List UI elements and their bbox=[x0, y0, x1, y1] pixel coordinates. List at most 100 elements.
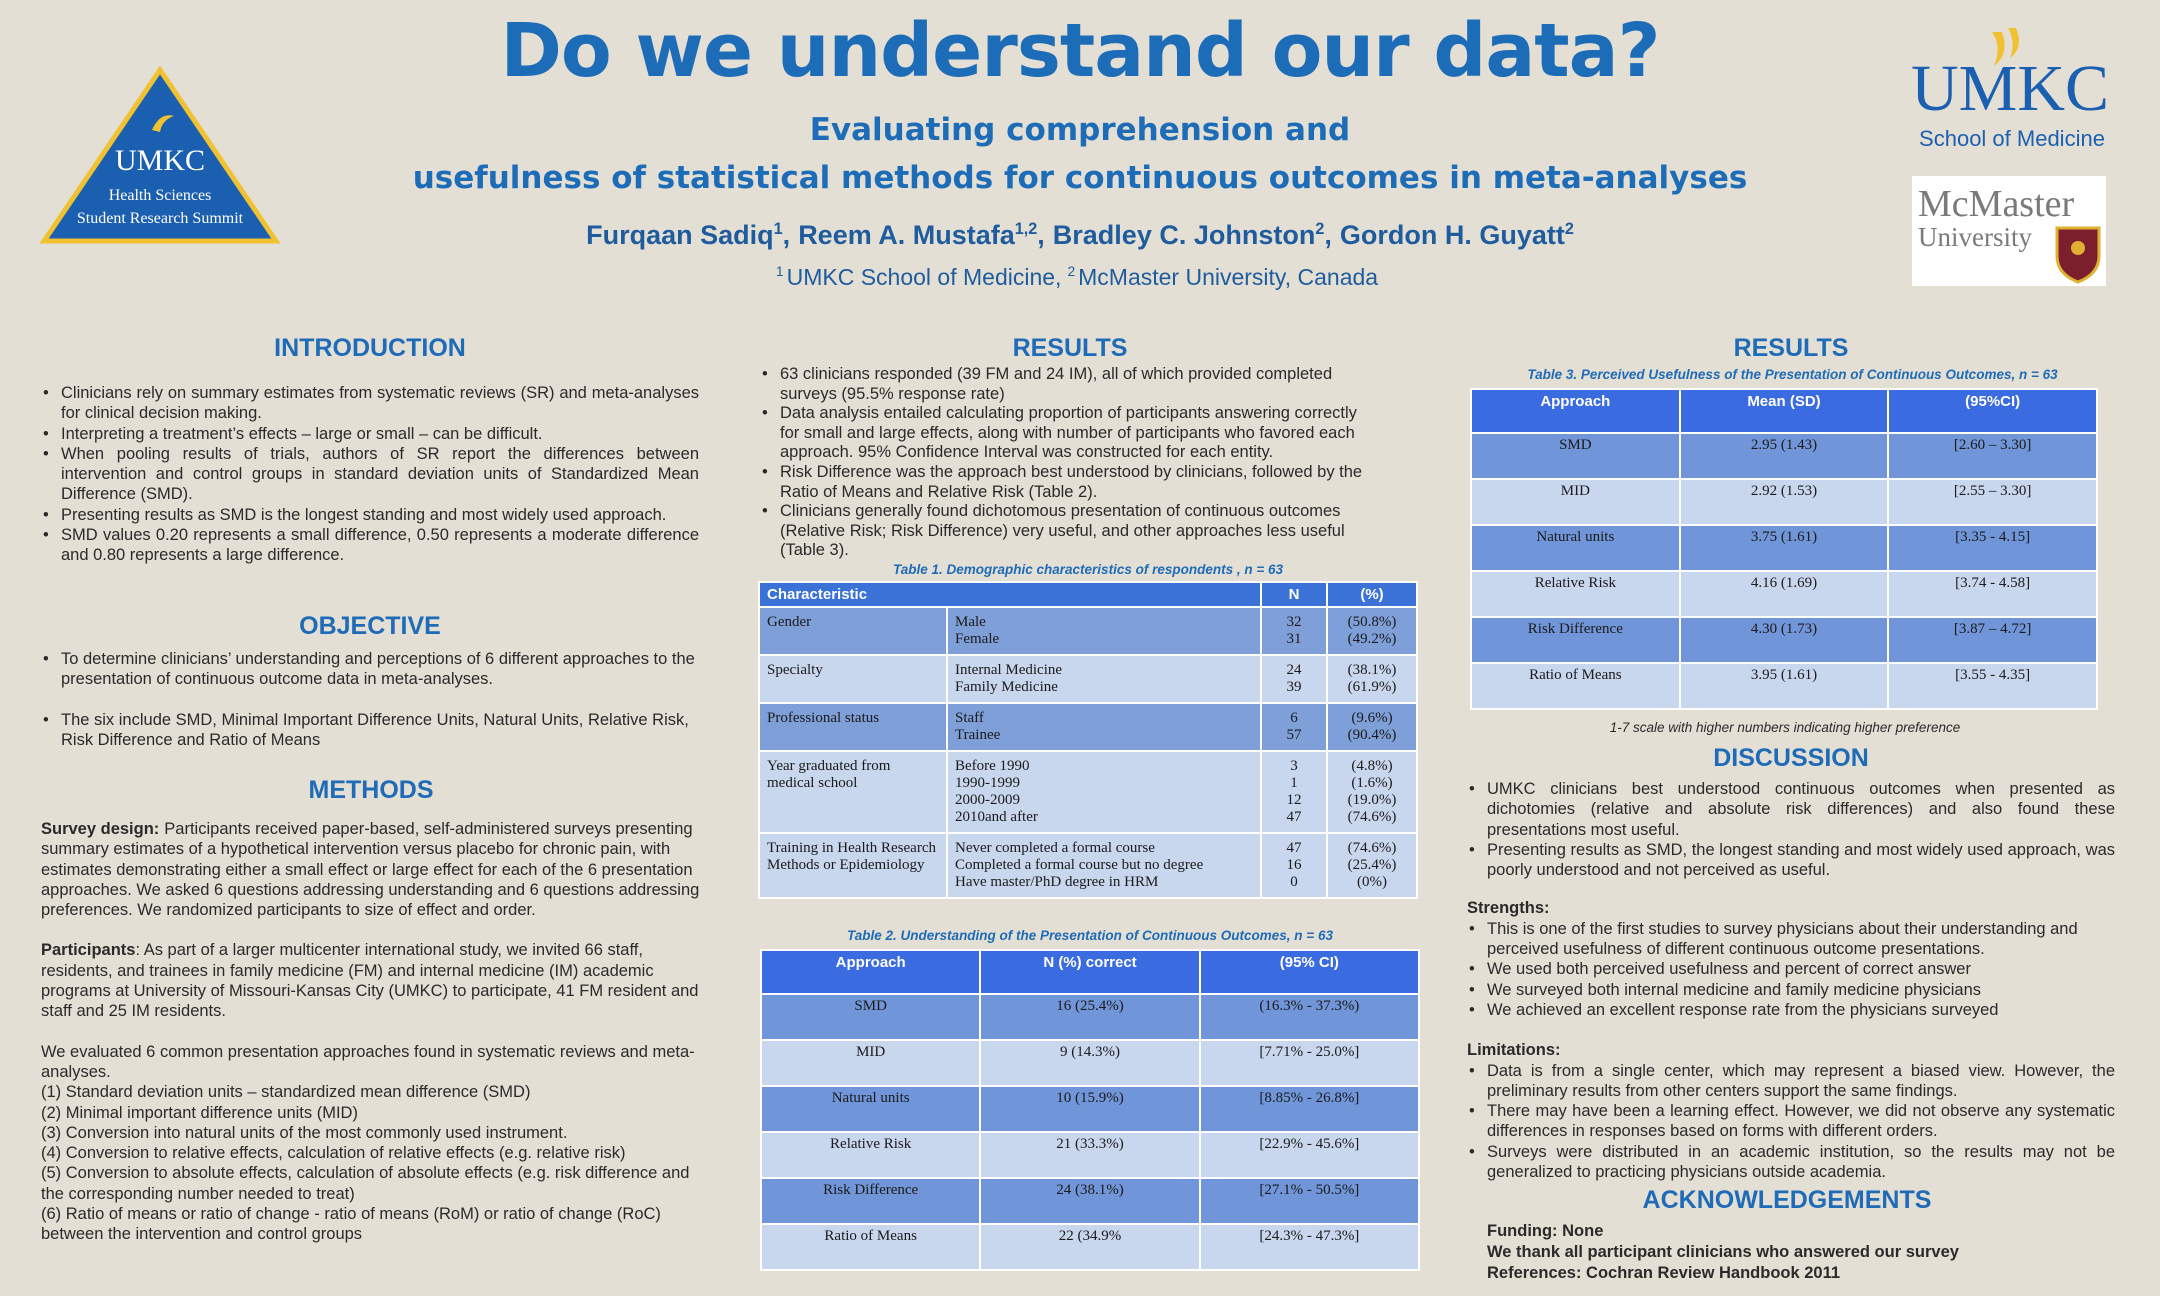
bullet-item: When pooling results of trials, authors … bbox=[41, 444, 699, 505]
author-affiliation: 1 bbox=[773, 220, 783, 238]
header-cell: Approach bbox=[759, 949, 982, 995]
logo-text: UMKC bbox=[1911, 52, 2109, 125]
cell: 3.75 (1.61) bbox=[1678, 524, 1890, 572]
bullet-item: UMKC clinicians best understood continuo… bbox=[1467, 779, 2115, 840]
numbered-item: (2) Minimal important difference units (… bbox=[41, 1103, 358, 1122]
table-row: Specialty Internal Medicine Family Medicin… bbox=[758, 654, 1418, 704]
cell: (50.8%) (49.2%) bbox=[1326, 606, 1418, 656]
author-affiliation: 2 bbox=[1315, 220, 1325, 238]
section-heading: DISCUSSION bbox=[1713, 744, 1869, 772]
cell: 2.95 (1.43) bbox=[1678, 432, 1890, 480]
cell: Before 1990 1990-1999 2000-2009 2010and aft… bbox=[946, 750, 1262, 834]
affiliation-text: McMaster University, Canada bbox=[1078, 264, 1379, 290]
cell: 4.30 (1.73) bbox=[1678, 616, 1890, 664]
cell-line: Trainee bbox=[955, 727, 1001, 743]
bullet-item: We used both perceived usefulness and pe… bbox=[1467, 959, 2115, 980]
cell-line: Never completed a formal course bbox=[955, 840, 1155, 856]
mcmaster-logo: McMaster University bbox=[1912, 176, 2106, 286]
separator: , bbox=[782, 220, 791, 250]
table-row: Training in Health Research Methods or E… bbox=[758, 832, 1418, 899]
cell: [24.3% - 47.3%] bbox=[1198, 1223, 1421, 1271]
cell: Staff Trainee bbox=[946, 702, 1262, 752]
logo-text: University bbox=[1918, 222, 2032, 252]
methods: METHODS Survey design: Participants receiv… bbox=[41, 776, 701, 1245]
table: Approach N (%) correct (95% CI) SMD 16 (25.4… bbox=[759, 949, 1421, 1271]
cell: [3.35 - 4.15] bbox=[1887, 524, 2098, 572]
cell: 6 57 bbox=[1260, 702, 1328, 752]
logo-text: McMaster bbox=[1918, 183, 2075, 225]
bullet-item: To determine clinicians’ understanding a… bbox=[41, 649, 699, 690]
cell: Natural units bbox=[759, 1085, 982, 1133]
bullet-item: Risk Difference was the approach best un… bbox=[760, 463, 1380, 502]
cell-line: Male bbox=[955, 614, 986, 630]
bullet-item: The six include SMD, Minimal Important D… bbox=[41, 710, 699, 751]
cell-line: (90.4%) bbox=[1347, 727, 1397, 743]
group-label: Gender bbox=[758, 606, 948, 656]
cell-line: 1 bbox=[1290, 775, 1298, 791]
author-name: Gordon H. Guyatt bbox=[1339, 220, 1565, 250]
author-name: Reem A. Mustafa bbox=[798, 220, 1015, 250]
separator: , bbox=[1037, 220, 1045, 250]
objective: OBJECTIVE To determine clinicians’ unders… bbox=[41, 612, 699, 750]
table-row: MID 9 (14.3%) [7.71% - 25.0%] bbox=[759, 1039, 1421, 1087]
cell-line: 12 bbox=[1286, 792, 1302, 808]
bullet-list: 63 clinicians responded (39 FM and 24 IM… bbox=[760, 365, 1380, 561]
paragraph-label: Survey design: bbox=[41, 820, 160, 838]
cell-line: Internal Medicine bbox=[955, 662, 1063, 678]
cell: [27.1% - 50.5%] bbox=[1198, 1177, 1421, 1225]
table-row: Relative Risk 4.16 (1.69) [3.74 - 4.58] bbox=[1470, 570, 2098, 618]
cell: MID bbox=[1470, 478, 1681, 526]
cell: [7.71% - 25.0%] bbox=[1198, 1039, 1421, 1087]
cell: Ratio of Means bbox=[1470, 662, 1681, 710]
table-row: Risk Difference 4.30 (1.73) [3.87 – 4.72] bbox=[1470, 616, 2098, 664]
table-row: MID 2.92 (1.53) [2.55 – 3.30] bbox=[1470, 478, 2098, 526]
cell-line: (61.9%) bbox=[1347, 679, 1397, 695]
cell: [2.55 – 3.30] bbox=[1887, 478, 2098, 526]
numbered-item: (5) Conversion to absolute effects, calc… bbox=[41, 1164, 690, 1203]
author-name: Bradley C. Johnston bbox=[1052, 220, 1316, 250]
cell-line: (4.8%) bbox=[1351, 758, 1393, 774]
cell-line: (74.6%) bbox=[1347, 809, 1397, 825]
cell: (9.6%) (90.4%) bbox=[1326, 702, 1418, 752]
cell: [3.87 – 4.72] bbox=[1887, 616, 2098, 664]
table-row: Natural units 3.75 (1.61) [3.35 - 4.15] bbox=[1470, 524, 2098, 572]
cell-line: Completed a formal course but no degree bbox=[955, 857, 1204, 873]
cell: Male Female bbox=[946, 606, 1262, 656]
cell: Risk Difference bbox=[759, 1177, 982, 1225]
bullet-item: There may have been a learning effect. H… bbox=[1467, 1101, 2115, 1142]
cell: 21 (33.3%) bbox=[979, 1131, 1201, 1179]
table: Approach Mean (SD) (95%CI) SMD 2.95 (1.43) [2… bbox=[1470, 388, 2098, 710]
cell: Internal Medicine Family Medicine bbox=[946, 654, 1262, 704]
authors: Furqaan Sadiq1, Reem A. Mustafa1,2, Bradle… bbox=[0, 220, 2160, 251]
paragraph: Survey design: Participants received pape… bbox=[41, 819, 701, 920]
section-heading: OBJECTIVE bbox=[299, 612, 441, 640]
bullet-item: Surveys were distributed in an academic … bbox=[1467, 1142, 2115, 1183]
paragraph-text: Participants received paper-based, self-… bbox=[41, 820, 700, 920]
cell: [3.55 - 4.35] bbox=[1887, 662, 2098, 710]
cell: Natural units bbox=[1470, 524, 1681, 572]
cell: 22 (34.9% bbox=[979, 1223, 1201, 1271]
bullet-item: We surveyed both internal medicine and f… bbox=[1467, 980, 2115, 1001]
header-cell: N (%) correct bbox=[979, 949, 1201, 995]
table-1: Table 1. Demographic characteristics of … bbox=[758, 562, 1418, 899]
header-cell: (95% CI) bbox=[1198, 949, 1421, 995]
bullet-item: This is one of the first studies to surv… bbox=[1467, 919, 2115, 960]
logo-text: School of Medicine bbox=[1919, 126, 2105, 151]
cell: [8.85% - 26.8%] bbox=[1198, 1085, 1421, 1133]
cell: Relative Risk bbox=[759, 1131, 982, 1179]
bullet-item: Data is from a single center, which may … bbox=[1467, 1061, 2115, 1102]
section-heading: ACKNOWLEDGEMENTS bbox=[1642, 1186, 1932, 1214]
table-row: Year graduated from medical school Before… bbox=[758, 750, 1418, 834]
results-2: RESULTS Table 3. Perceived Usefulness of … bbox=[1467, 334, 2115, 735]
table-row: SMD 16 (25.4%) (16.3% - 37.3%) bbox=[759, 993, 1421, 1041]
cell: 24 39 bbox=[1260, 654, 1328, 704]
group-label: Professional status bbox=[758, 702, 948, 752]
cell: 32 31 bbox=[1260, 606, 1328, 656]
author-name: Furqaan Sadiq bbox=[586, 220, 774, 250]
affiliation-number: 2 bbox=[1067, 264, 1076, 280]
cell: MID bbox=[759, 1039, 982, 1087]
cell: Risk Difference bbox=[1470, 616, 1681, 664]
cell: SMD bbox=[1470, 432, 1681, 480]
cell-line: (0%) bbox=[1357, 874, 1387, 890]
affiliations: 1 UMKC School of Medicine, 2 McMaster Unive… bbox=[0, 264, 2160, 291]
